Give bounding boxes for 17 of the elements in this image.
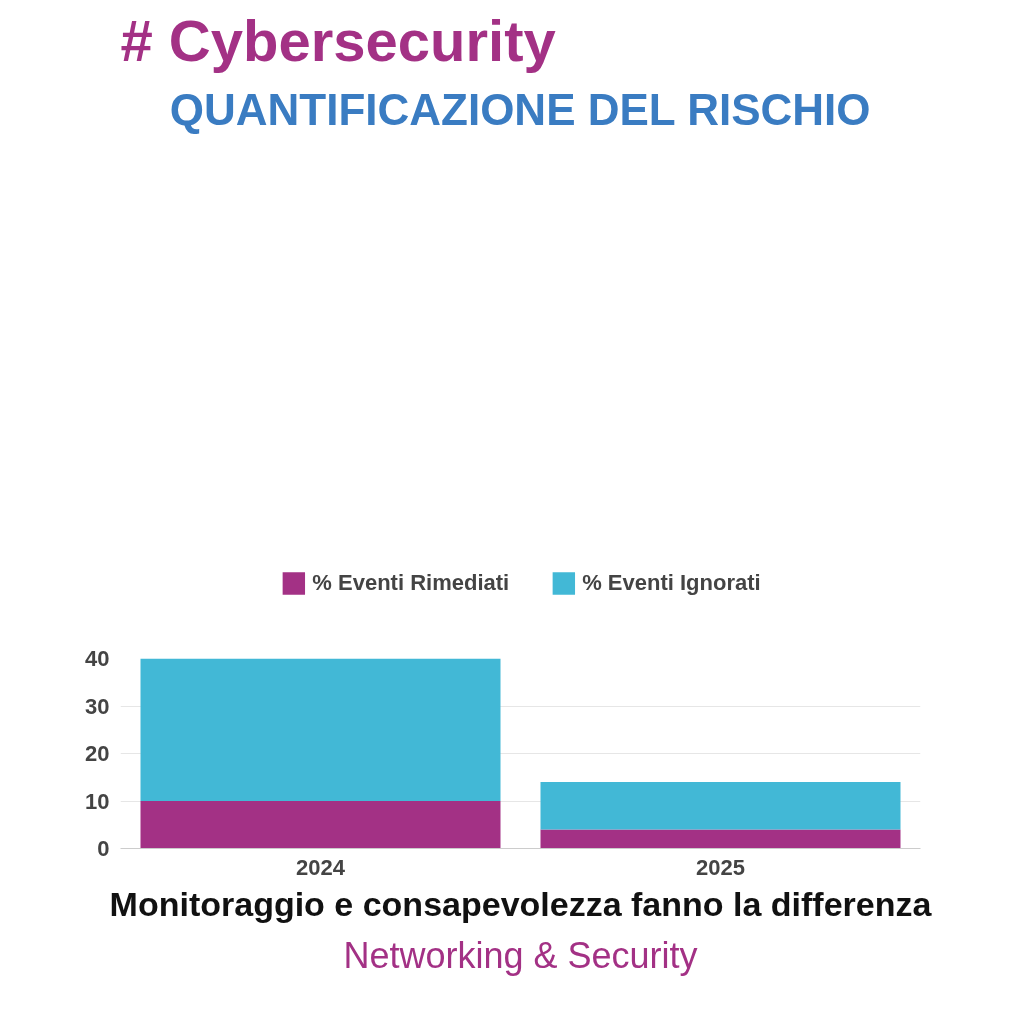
- legend-label: % Eventi Ignorati: [582, 569, 761, 596]
- y-tick-label: 10: [85, 788, 110, 814]
- legend-label: % Eventi Rimediati: [312, 569, 510, 596]
- x-tick-label: 2024: [296, 854, 346, 880]
- bar: [540, 782, 901, 830]
- text: Networking & Security: [343, 934, 698, 976]
- y-tick-label: 20: [85, 741, 110, 766]
- y-tick-label: 40: [85, 646, 110, 671]
- bar: [540, 829, 901, 849]
- x-tick-label: 2025: [696, 854, 745, 880]
- text: Monitoraggio e consapevolezza fanno la differenza: [109, 884, 933, 923]
- chart-subtitle: QUANTIFICAZIONE DEL RISCHIO: [169, 84, 871, 134]
- chart-title: # Cybersecurity: [120, 7, 556, 73]
- bar: [140, 658, 501, 801]
- y-tick-label: 0: [97, 836, 110, 861]
- y-tick-label: 30: [85, 693, 110, 719]
- bar: [140, 801, 501, 849]
